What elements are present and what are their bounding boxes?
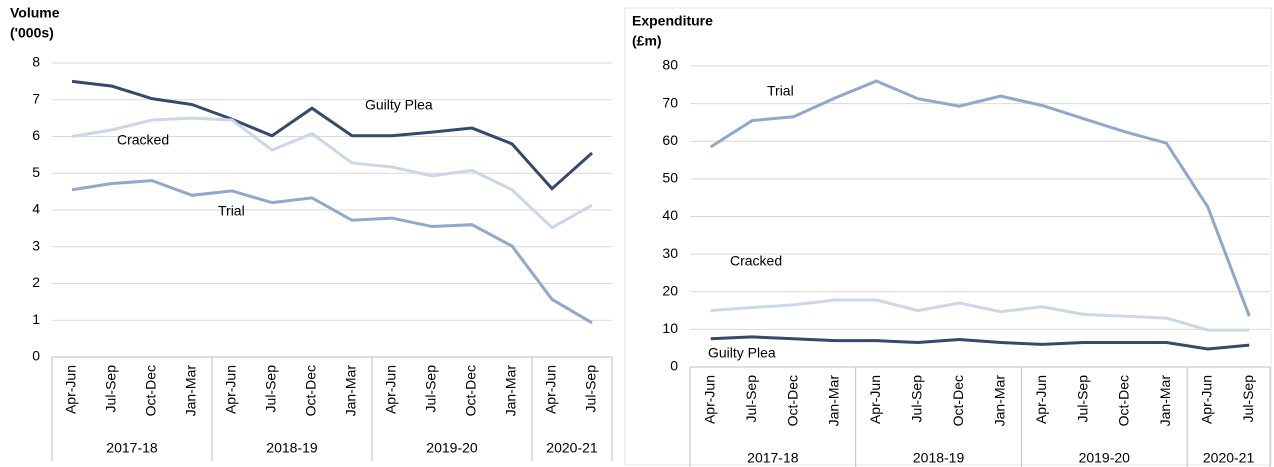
series-label: Guilty Plea	[365, 97, 433, 113]
x-tick-label: Jul-Sep	[1240, 375, 1256, 423]
y-tick-label: 8	[32, 54, 40, 70]
y-tick-label: 3	[32, 237, 40, 253]
x-tick-label: Oct-Dec	[1116, 375, 1132, 426]
x-tick-label: Jan-Mar	[343, 365, 359, 417]
group-label: 2020-21	[546, 440, 598, 456]
series-line	[709, 79, 1251, 317]
y-tick-label: 50	[662, 170, 678, 186]
y-tick-label: 0	[670, 358, 678, 374]
y-tick-label: 40	[662, 207, 678, 223]
group-label: 2019-20	[1079, 450, 1131, 466]
x-tick-label: Apr-Jun	[223, 365, 239, 414]
series-line	[71, 116, 593, 230]
y-tick-label: 2	[32, 274, 40, 290]
x-tick-label: Apr-Jun	[543, 365, 559, 414]
x-tick-label: Jul-Sep	[743, 375, 759, 423]
series-line	[710, 298, 1250, 332]
y-tick-label: 1	[32, 311, 40, 327]
x-tick-label: Apr-Jun	[867, 375, 883, 424]
series-label: Cracked	[117, 132, 169, 148]
x-tick-label: Apr-Jun	[701, 375, 717, 424]
y-tick-label: 4	[32, 201, 40, 217]
x-tick-label: Oct-Dec	[950, 375, 966, 426]
series-line	[710, 335, 1250, 351]
x-tick-label: Oct-Dec	[463, 365, 479, 416]
y-tick-label: 60	[662, 132, 678, 148]
group-label: 2020-21	[1203, 450, 1255, 466]
x-tick-label: Oct-Dec	[303, 365, 319, 416]
series-label: Guilty Plea	[708, 345, 776, 361]
y-tick-label: 70	[662, 94, 678, 110]
x-tick-label: Jan-Mar	[826, 375, 842, 427]
group-label: 2017-18	[106, 440, 158, 456]
x-tick-label: Apr-Jun	[1033, 375, 1049, 424]
y-tick-label: 6	[32, 127, 40, 143]
x-tick-label: Jan-Mar	[503, 365, 519, 417]
y-tick-label: 10	[662, 320, 678, 336]
x-tick-label: Jan-Mar	[1157, 375, 1173, 427]
y-tick-label: 30	[662, 245, 678, 261]
series-label: Cracked	[730, 253, 782, 269]
y-axis-title: Expenditure	[632, 13, 713, 29]
series-line	[71, 179, 593, 325]
group-label: 2019-20	[426, 440, 478, 456]
group-label: 2018-19	[266, 440, 318, 456]
series-label: Trial	[767, 83, 794, 99]
x-tick-label: Jul-Sep	[103, 365, 119, 413]
group-label: 2018-19	[913, 450, 965, 466]
x-tick-label: Jan-Mar	[991, 375, 1007, 427]
y-tick-label: 20	[662, 282, 678, 298]
x-tick-label: Apr-Jun	[63, 365, 79, 414]
x-tick-label: Jul-Sep	[583, 365, 599, 413]
y-axis-title: ('000s)	[10, 25, 54, 41]
x-tick-label: Jul-Sep	[909, 375, 925, 423]
group-label: 2017-18	[747, 450, 799, 466]
series-label: Trial	[218, 203, 245, 219]
y-tick-label: 5	[32, 164, 40, 180]
x-tick-label: Apr-Jun	[383, 365, 399, 414]
y-tick-label: 7	[32, 90, 40, 106]
x-tick-label: Apr-Jun	[1199, 375, 1215, 424]
x-tick-label: Jan-Mar	[183, 365, 199, 417]
x-tick-label: Oct-Dec	[784, 375, 800, 426]
y-tick-label: 0	[32, 348, 40, 364]
y-axis-title: (£m)	[632, 33, 662, 49]
x-tick-label: Jul-Sep	[1074, 375, 1090, 423]
y-axis-title: Volume	[10, 5, 60, 21]
x-tick-label: Jul-Sep	[263, 365, 279, 413]
y-tick-label: 80	[662, 57, 678, 73]
x-tick-label: Oct-Dec	[143, 365, 159, 416]
x-tick-label: Jul-Sep	[423, 365, 439, 413]
series-line	[71, 79, 593, 191]
chart-frame	[624, 7, 1272, 466]
